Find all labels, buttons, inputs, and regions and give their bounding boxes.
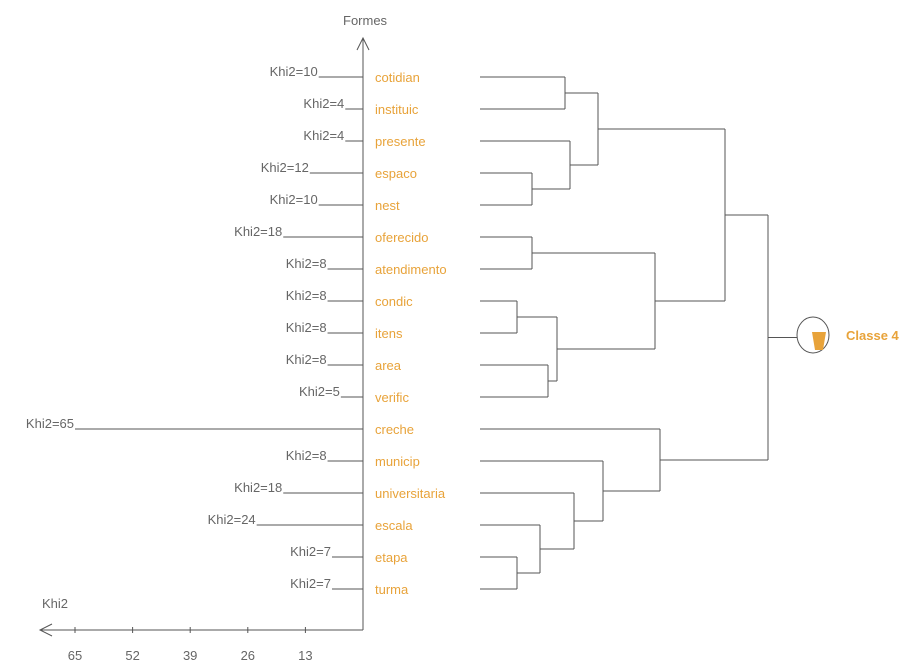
dendrogram-tree [480,76,797,590]
khi2-label: Khi2=5 [299,384,340,399]
form-word: turma [375,582,409,597]
form-word: itens [375,326,403,341]
x-tick-label: 39 [183,648,197,663]
forms-rows: Khi2=10 cotidian Khi2=4 instituic Khi2=4 pres… [26,64,447,597]
khi2-label: Khi2=4 [303,128,344,143]
khi2-label: Khi2=12 [261,160,309,175]
form-word: creche [375,422,414,437]
khi2-label: Khi2=8 [286,320,327,335]
khi2-label: Khi2=18 [234,224,282,239]
x-tick-label: 26 [241,648,255,663]
form-word: espaco [375,166,417,181]
khi2-label: Khi2=24 [208,512,256,527]
classe-icon [796,316,830,354]
khi2-label: Khi2=4 [303,96,344,111]
khi2-label: Khi2=65 [26,416,74,431]
khi2-label: Khi2=7 [290,576,331,591]
khi2-label: Khi2=8 [286,352,327,367]
form-word: presente [375,134,426,149]
form-word: oferecido [375,230,428,245]
form-word: cotidian [375,70,420,85]
form-word: universitaria [375,486,446,501]
form-word: instituic [375,102,419,117]
form-word: area [375,358,402,373]
x-tick-label: 52 [125,648,139,663]
form-word: municip [375,454,420,469]
form-word: verific [375,390,409,405]
khi2-label: Khi2=8 [286,288,327,303]
classe-label: Classe 4 [846,328,900,343]
x-tick-label: 13 [298,648,312,663]
x-axis-arrow-icon [38,623,53,637]
form-word: condic [375,294,413,309]
khi2-label: Khi2=10 [270,192,318,207]
khi2-label: Khi2=8 [286,448,327,463]
khi2-label: Khi2=7 [290,544,331,559]
khi2-label: Khi2=10 [270,64,318,79]
x-axis-label: Khi2 [42,596,68,611]
form-word: atendimento [375,262,447,277]
x-tick-label: 65 [68,648,82,663]
y-axis-label: Formes [343,13,388,28]
y-axis-arrow-icon [356,36,370,51]
khi2-label: Khi2=18 [234,480,282,495]
khi2-label: Khi2=8 [286,256,327,271]
form-word: etapa [375,550,408,565]
form-word: escala [375,518,413,533]
x-axis-ticks: 65 52 39 26 13 [68,627,313,663]
form-word: nest [375,198,400,213]
